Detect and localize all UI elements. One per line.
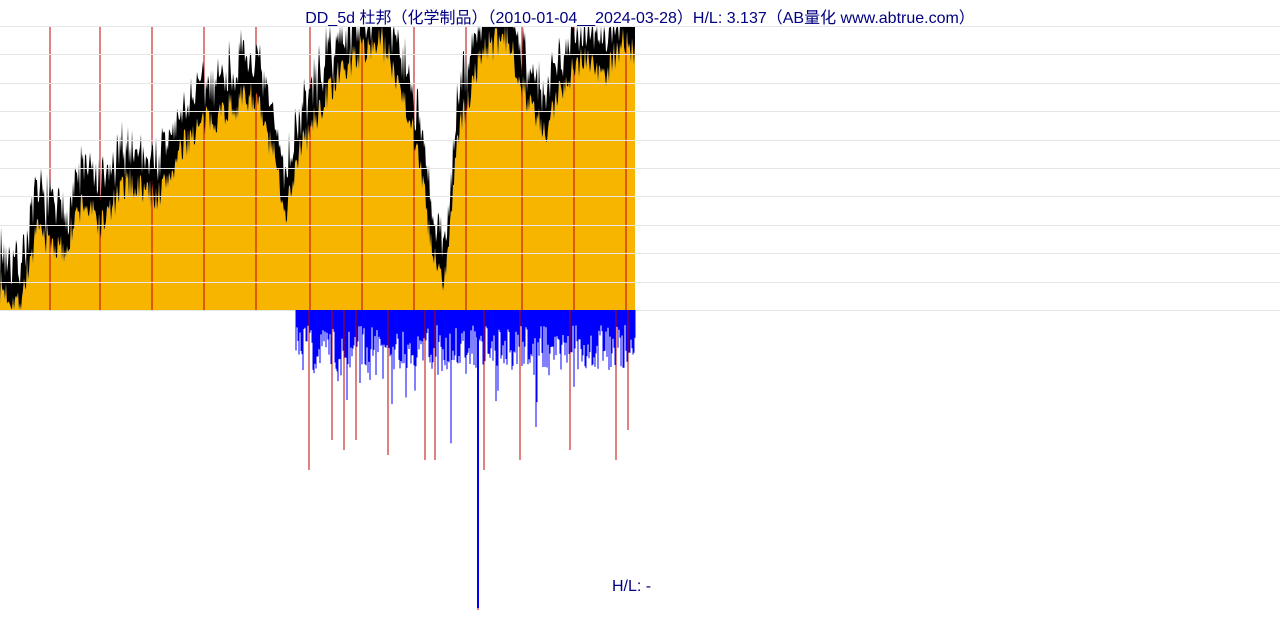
grid-line: [0, 168, 1280, 169]
grid-line: [0, 225, 1280, 226]
grid-line: [0, 140, 1280, 141]
volume-svg: [0, 310, 1280, 610]
grid-line: [0, 83, 1280, 84]
grid-line: [0, 26, 1280, 27]
grid-line: [0, 54, 1280, 55]
volume-chart: H/L: -: [0, 310, 1280, 610]
chart-title: DD_5d 杜邦（化学制品）（2010-01-04__2024-03-28）H/…: [0, 0, 1280, 26]
grid-line: [0, 111, 1280, 112]
grid-line: [0, 253, 1280, 254]
price-chart: [0, 26, 1280, 310]
hl-label: H/L: -: [612, 578, 651, 596]
grid-line: [0, 282, 1280, 283]
grid-line: [0, 196, 1280, 197]
